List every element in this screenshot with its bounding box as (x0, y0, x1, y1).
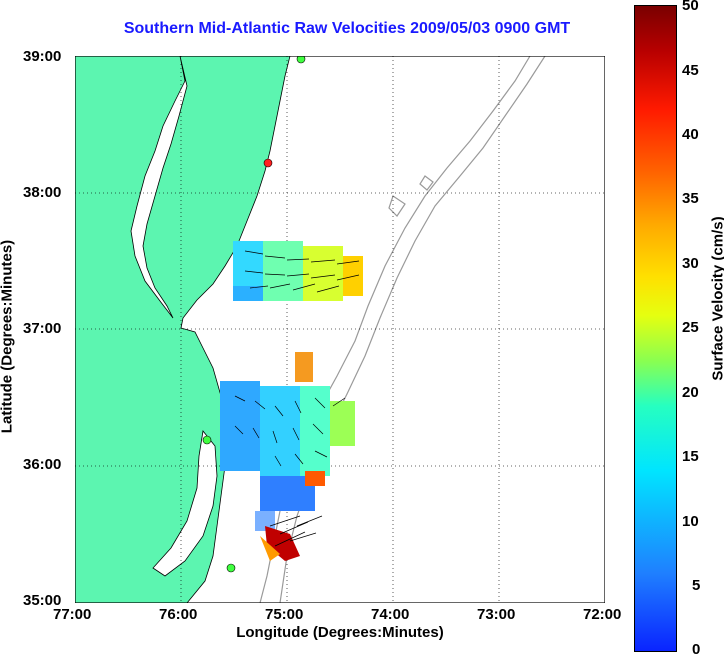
y-tick: 36:00 (23, 456, 62, 473)
colorbar-tick: 50 (682, 0, 699, 14)
colorbar-tick: 0 (692, 641, 701, 658)
colorbar-label: Surface Velocity (cm/s) (709, 216, 724, 381)
pamlico-sound (152, 430, 218, 577)
velocity-field-north (233, 241, 363, 301)
colorbar-tick: 5 (692, 577, 701, 594)
colorbar-tick: 25 (682, 319, 699, 336)
station-marker (263, 158, 273, 168)
colorbar-tick: 45 (682, 62, 699, 79)
grid-lines (75, 56, 605, 603)
velocity-field-south (220, 352, 355, 561)
y-axis-label: Latitude (Degrees:Minutes) (0, 239, 16, 434)
y-tick: 39:00 (23, 48, 62, 65)
x-tick: 77:00 (53, 606, 92, 623)
station-marker (296, 56, 306, 64)
y-tick: 38:00 (23, 184, 62, 201)
colorbar-tick: 10 (682, 513, 699, 530)
x-tick: 72:00 (583, 606, 622, 623)
x-tick: 76:00 (159, 606, 198, 623)
map-plot (75, 56, 605, 603)
chesapeake-bay (130, 56, 188, 319)
x-tick: 74:00 (371, 606, 410, 623)
y-tick: 35:00 (23, 592, 62, 609)
y-tick: 37:00 (23, 320, 62, 337)
station-marker (226, 563, 236, 573)
colorbar-tick: 30 (682, 255, 699, 272)
colorbar-tick: 35 (682, 190, 699, 207)
station-marker (202, 435, 212, 445)
colorbar (634, 5, 677, 652)
x-axis-label: Longitude (Degrees:Minutes) (236, 624, 444, 641)
colorbar-tick: 20 (682, 384, 699, 401)
x-tick: 73:00 (477, 606, 516, 623)
x-tick: 75:00 (265, 606, 304, 623)
velocity-vectors (234, 250, 360, 547)
colorbar-tick: 15 (682, 448, 699, 465)
colorbar-tick: 40 (682, 126, 699, 143)
map-title: Southern Mid-Atlantic Raw Velocities 200… (123, 20, 571, 37)
